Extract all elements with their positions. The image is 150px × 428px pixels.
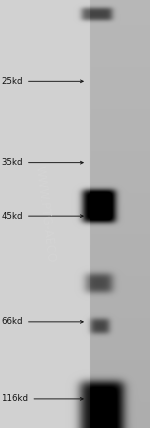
- Text: 35kd: 35kd: [2, 158, 83, 167]
- Text: 45kd: 45kd: [2, 211, 83, 221]
- Text: 66kd: 66kd: [2, 317, 83, 327]
- Text: WWW.PTG-AECO: WWW.PTG-AECO: [33, 165, 57, 263]
- Text: 116kd: 116kd: [2, 394, 83, 404]
- Text: 25kd: 25kd: [2, 77, 83, 86]
